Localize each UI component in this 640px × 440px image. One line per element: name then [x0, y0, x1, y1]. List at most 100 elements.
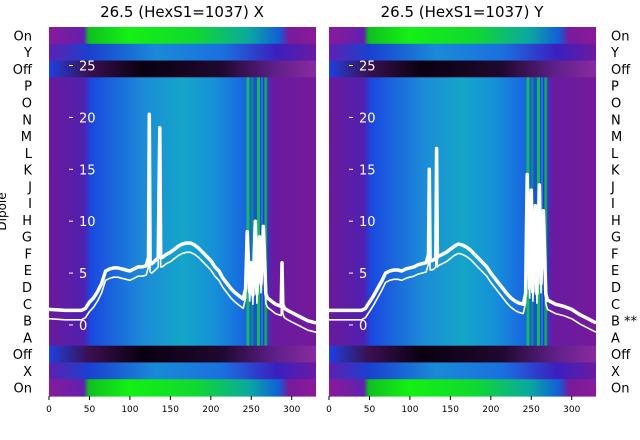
row-label: N [22, 113, 32, 128]
heatmap-streak [544, 77, 548, 346]
heatmap-row [329, 362, 596, 380]
x-tick-label: 0 [326, 405, 332, 415]
heatmap-row [49, 379, 316, 397]
row-label: K [23, 164, 32, 179]
heatmap-row [49, 27, 316, 45]
row-label: On [611, 29, 629, 44]
heatmap-row [329, 127, 596, 146]
row-label: I [28, 197, 32, 212]
overlay-y-tick-label: 0 [79, 319, 87, 334]
heatmap-row [49, 328, 316, 347]
overlay-y-tick-label: 25 [359, 60, 376, 75]
overlay-y-tick-label: 20 [79, 111, 96, 126]
row-label: Off [611, 348, 631, 363]
x-tick-label: 100 [401, 405, 418, 415]
row-label: Off [13, 63, 33, 78]
row-label: E [24, 264, 32, 279]
heatmap-row [49, 278, 316, 296]
heatmap-row [49, 94, 316, 112]
heatmap-row [329, 278, 596, 296]
row-label: A [23, 331, 32, 346]
overlay-y-tick-label: 10 [359, 215, 376, 230]
x-tick-label: 300 [283, 405, 300, 415]
heatmap-row [329, 312, 596, 330]
heatmap-row [329, 177, 596, 196]
row-label: L [611, 147, 619, 162]
heatmap-row [329, 228, 596, 246]
x-tick-label: 250 [243, 405, 260, 415]
row-label: B ** [611, 315, 638, 330]
heatmap-row [329, 94, 596, 112]
row-label: I [611, 197, 615, 212]
heatmap-row [329, 345, 596, 364]
heatmap-streak [256, 77, 260, 346]
y-axis-label: Dipole [0, 192, 9, 230]
row-label: B [23, 315, 32, 330]
heatmap-streak [246, 77, 250, 346]
heatmap-row [49, 60, 316, 78]
heatmap-row [329, 43, 596, 62]
chart-title: 26.5 (HexS1=1037) Y [381, 3, 545, 21]
heatmap-row [329, 60, 596, 78]
heatmap-row [49, 43, 316, 62]
row-label: M [21, 130, 32, 145]
x-tick-label: 100 [121, 405, 138, 415]
heatmap-row [49, 177, 316, 196]
row-label: G [611, 231, 621, 246]
heatmap-row [49, 77, 316, 95]
heatmap-panel-y: 26.5 (HexS1=1037) Y On Y Off PONMLKJIHGFEDCB… [326, 3, 637, 415]
overlay-y-tick-label: 20 [359, 111, 376, 126]
heatmap-row [49, 312, 316, 330]
heatmap-row [49, 362, 316, 380]
heatmap-row [329, 27, 596, 45]
overlay-series-line [48, 122, 317, 333]
row-label: D [22, 281, 32, 296]
row-label: F [25, 247, 32, 262]
heatmap-row [329, 261, 596, 280]
row-label: F [611, 247, 618, 262]
heatmap-streak [264, 77, 268, 346]
row-label: G [22, 231, 32, 246]
row-label: N [611, 113, 621, 128]
x-tick-label: 200 [202, 405, 219, 415]
row-label: P [611, 80, 619, 95]
heatmap-row [49, 194, 316, 213]
x-tick-label: 300 [563, 405, 580, 415]
row-label: Off [13, 348, 33, 363]
heatmap-row [49, 261, 316, 280]
row-label: M [611, 130, 622, 145]
row-label: D [611, 281, 621, 296]
row-label: On [14, 382, 32, 397]
heatmap-panel-x: 26.5 (HexS1=1037) X On Y Off PONMLKJIHGFEDCB… [0, 3, 317, 415]
row-label: K [611, 164, 620, 179]
overlay-series-line [329, 157, 597, 333]
x-tick-label: 0 [46, 405, 52, 415]
row-label: O [22, 96, 32, 111]
row-label: A [611, 331, 620, 346]
row-label: C [23, 298, 32, 313]
heatmap-row [329, 194, 596, 213]
row-label: E [611, 264, 619, 279]
heatmap-streak [260, 77, 263, 346]
overlay-y-tick-label: 5 [79, 267, 87, 282]
row-label: X [611, 365, 620, 380]
overlay-y-tick-label: 25 [79, 60, 96, 75]
heatmap-row [329, 144, 596, 162]
heatmap-row [49, 127, 316, 146]
row-label: X [23, 365, 32, 380]
heatmap-row [49, 345, 316, 364]
x-tick-label: 150 [162, 405, 179, 415]
row-label: O [611, 96, 621, 111]
x-tick-label: 50 [364, 405, 376, 415]
row-label: C [611, 298, 620, 313]
row-label: On [611, 382, 629, 397]
row-label: J [27, 180, 32, 195]
heatmap-row [329, 379, 596, 397]
row-label: L [25, 147, 33, 162]
overlay-y-tick-label: 5 [359, 267, 367, 282]
row-label: Y [610, 46, 619, 61]
row-label: H [611, 214, 621, 229]
heatmap-row [329, 77, 596, 95]
overlay-y-tick-label: 0 [359, 319, 367, 334]
